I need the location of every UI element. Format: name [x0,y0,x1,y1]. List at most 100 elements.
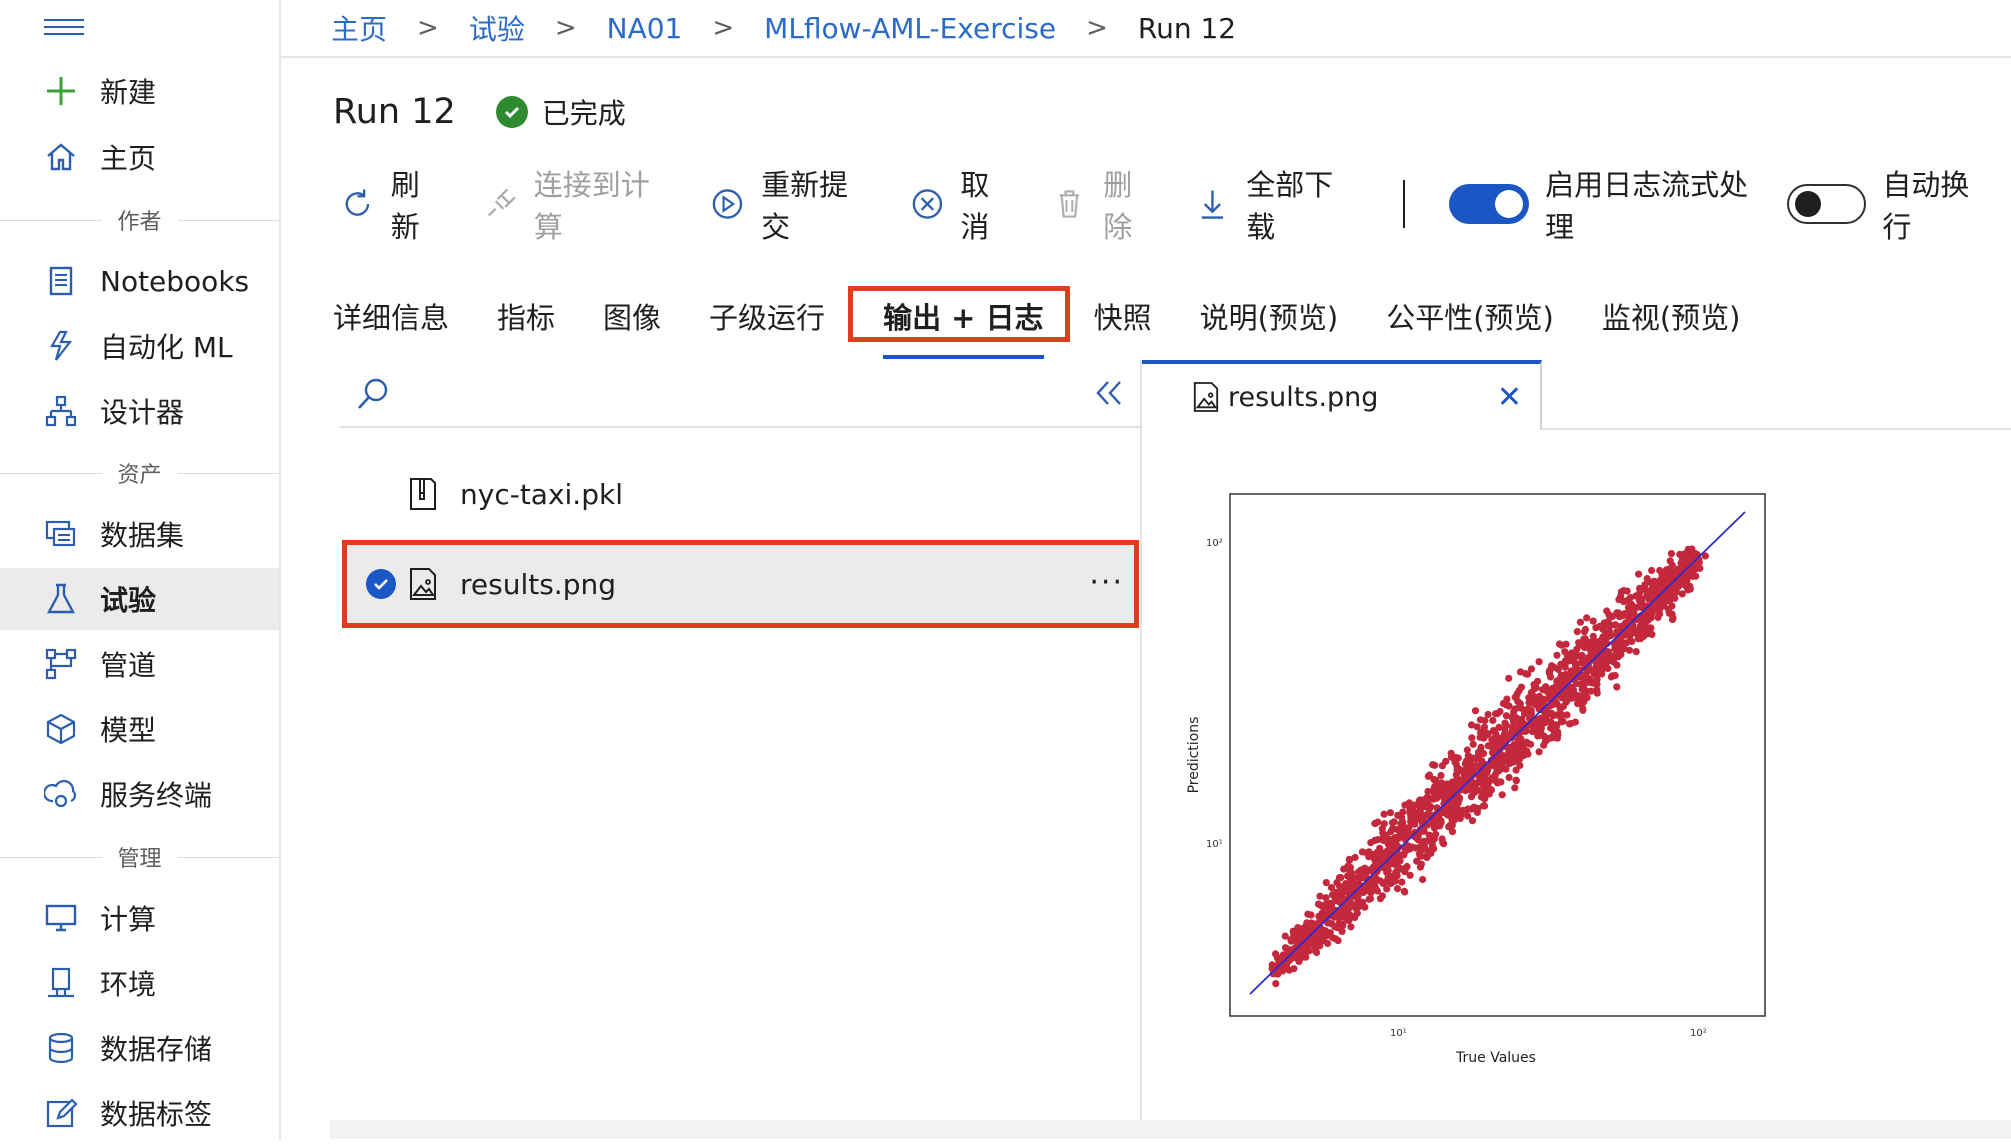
nav-item-notebooks[interactable]: Notebooks [0,250,279,312]
refresh-button[interactable]: 刷新 [340,162,447,246]
collapse-double-chevron-icon[interactable] [1092,376,1126,414]
nav-item-new[interactable]: 新建 [0,60,279,122]
cube-icon [44,712,78,746]
scatter-point [1580,628,1589,636]
scatter-point [1556,710,1564,718]
scatter-point [1661,598,1669,606]
scatter-point [1484,710,1492,719]
scatter-point [1508,743,1516,751]
file-row-nyc-taxi[interactable]: nyc-taxi.pkl [346,455,1136,533]
scatter-point [1306,923,1314,931]
file-row-results-png[interactable]: results.png ··· [346,545,1136,623]
left-nav-sidebar: 新建 主页 作者 Notebooks 自动化 ML 设计器 资产 数据集 试验 … [0,0,281,1139]
nav-item-datastores[interactable]: 数据存储 [0,1017,279,1079]
identity-reference-line [1249,511,1746,995]
search-icon[interactable] [354,374,394,418]
nav-item-home[interactable]: 主页 [0,126,279,188]
scatter-point [1371,819,1379,828]
tab-child-runs[interactable]: 子级运行 [709,301,826,335]
delete-button[interactable]: 删除 [1052,162,1159,246]
connect-label: 连接到计算 [533,168,650,244]
download-all-button[interactable]: 全部下载 [1195,162,1358,246]
scatter-point [1359,888,1367,897]
scatter-point [1347,923,1355,931]
nav-item-designer[interactable]: 设计器 [0,380,279,442]
scatter-point [1623,587,1631,595]
scatter-point [1589,632,1597,640]
tab-outputs-logs[interactable]: 输出 + 日志 [883,295,1044,359]
nav-item-models[interactable]: 模型 [0,698,279,760]
tab-metrics[interactable]: 指标 [497,301,556,335]
word-wrap-toggle[interactable] [1786,184,1867,224]
nav-item-experiments[interactable]: 试验 [0,568,279,630]
image-file-icon [1193,382,1219,412]
scatter-point [1467,805,1475,813]
breadcrumb-experiments[interactable]: 试验 [468,13,525,46]
scatter-point [1481,794,1489,802]
more-options-icon[interactable]: ··· [1089,565,1124,600]
section-author: 作者 [0,205,280,235]
tab-monitoring[interactable]: 监视(预览) [1601,301,1741,335]
scatter-point [1501,719,1509,727]
scatter-point [1609,654,1617,662]
scatter-point [1566,671,1575,679]
scatter-point [1339,901,1347,909]
log-streaming-toggle[interactable] [1449,184,1530,224]
scatter-point [1542,683,1550,691]
scatter-point [1483,776,1491,784]
scatter-point [1291,944,1299,952]
nav-item-automl[interactable]: 自动化 ML [0,315,279,377]
scatter-point [1529,728,1537,736]
nav-item-label: 计算 [100,903,157,936]
nav-item-data-labeling[interactable]: 数据标签 [0,1082,279,1144]
nav-item-environments[interactable]: 环境 [0,952,279,1014]
scatter-point [1385,875,1393,883]
home-icon [44,140,78,174]
tab-details[interactable]: 详细信息 [333,301,450,335]
scatter-point [1352,893,1360,901]
scatter-point [1594,646,1602,654]
scatter-point [1511,784,1519,792]
scatter-point [1546,673,1555,681]
scatter-point [1605,610,1613,618]
tab-fairness[interactable]: 公平性(预览) [1386,301,1554,335]
tab-explanations[interactable]: 说明(预览) [1199,301,1339,335]
scatter-point [1550,728,1558,736]
scatter-point [1295,957,1303,966]
file-preview-panel: results.png ✕ 10² 10¹ 10¹ 10² True Value… [1140,360,2011,1120]
resubmit-button[interactable]: 重新提交 [710,162,873,246]
scatter-point [1463,777,1471,785]
scatter-point [1662,579,1670,587]
scatter-point [1476,716,1485,724]
scatter-point [1505,674,1513,682]
hamburger-menu-icon[interactable] [44,14,84,42]
checkmark-circle-icon[interactable] [366,569,396,599]
play-circle-icon [713,189,743,219]
nav-item-compute[interactable]: 计算 [0,887,279,949]
preview-tab-results-png[interactable]: results.png ✕ [1142,360,1542,430]
section-manage: 管理 [0,842,280,872]
scatter-point [1332,896,1340,904]
tab-images[interactable]: 图像 [603,301,662,335]
chevron-right-icon: > [417,13,439,43]
command-toolbar: 刷新 连接到计算 重新提交 取消 删除 全部下载 启用日志流式处理 自动换行 [340,168,2011,244]
nav-item-datasets[interactable]: 数据集 [0,503,279,565]
delete-label: 删除 [1103,168,1133,244]
scatter-point [1599,625,1607,633]
breadcrumb-workspace[interactable]: NA01 [606,11,683,45]
scatter-point [1516,668,1525,676]
tab-snapshot[interactable]: 快照 [1093,301,1152,335]
scatter-point [1463,746,1471,754]
connect-to-compute-button[interactable]: 连接到计算 [483,162,674,246]
scatter-point [1333,879,1341,887]
breadcrumb-experiment[interactable]: MLflow-AML-Exercise [764,11,1057,45]
breadcrumb-home[interactable]: 主页 [331,13,388,46]
nav-item-endpoints[interactable]: 服务终端 [0,763,279,825]
scatter-point [1387,828,1395,836]
scatter-point [1510,708,1518,716]
nav-item-pipelines[interactable]: 管道 [0,633,279,695]
close-icon[interactable]: ✕ [1496,380,1522,415]
scatter-point [1573,669,1581,678]
cancel-button[interactable]: 取消 [910,162,1017,246]
scatter-point [1351,874,1359,882]
